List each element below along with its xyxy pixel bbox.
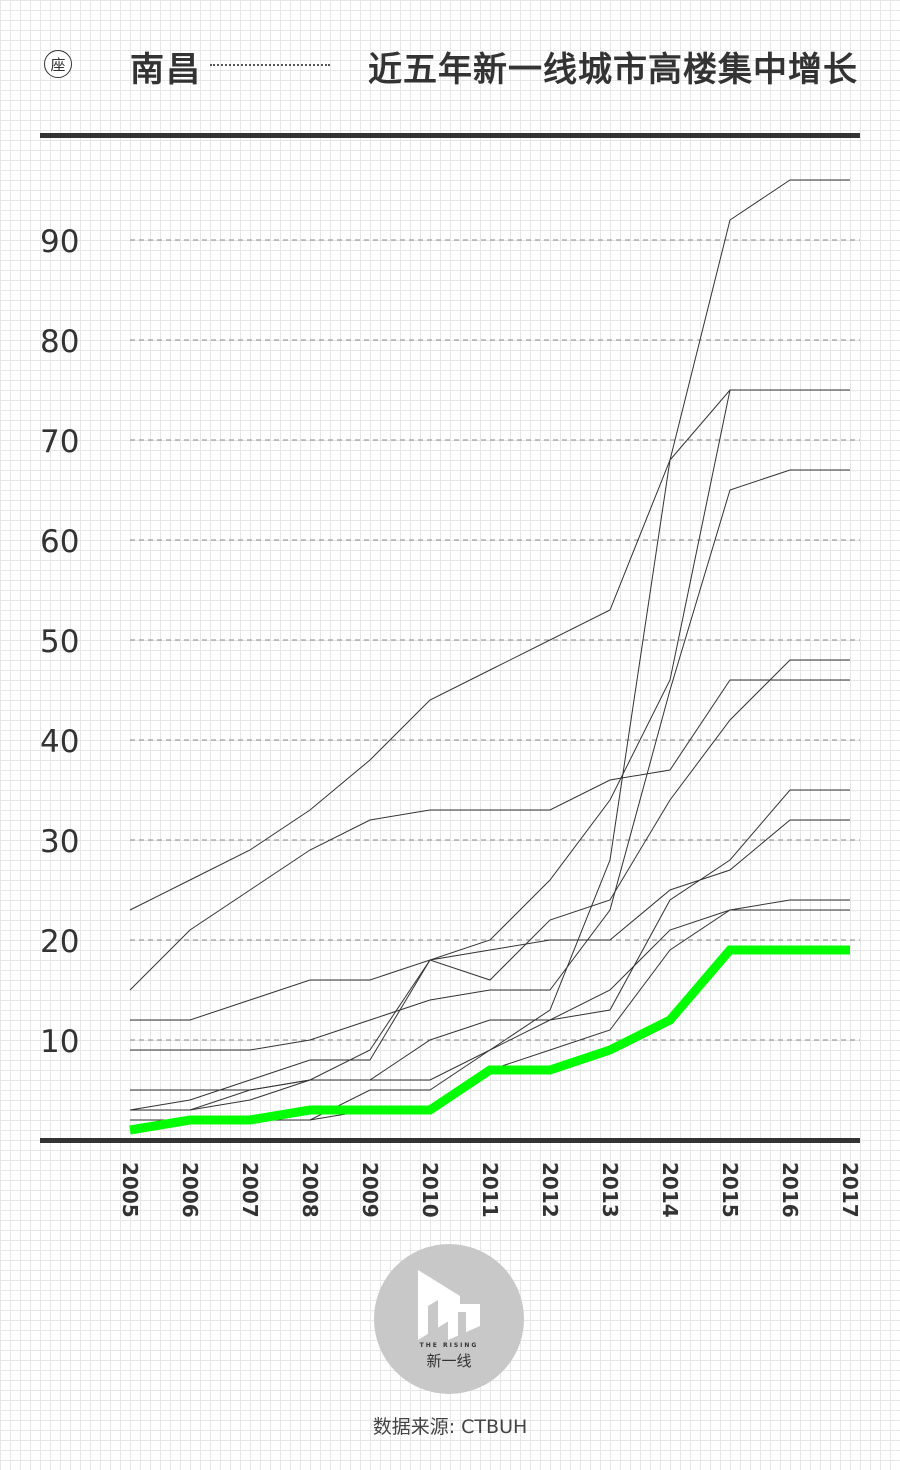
x-tick-label: 2008 [298, 1162, 322, 1218]
series-line [130, 909, 850, 1121]
city-name: 南昌 [130, 50, 202, 90]
x-tick-label: 2010 [418, 1162, 442, 1218]
x-tick-label: 2014 [658, 1162, 682, 1218]
y-tick-label: 60 [40, 524, 79, 560]
x-tick-label: 2013 [598, 1162, 622, 1218]
header: 座 南昌 近五年新一线城市高楼集中增长 [0, 0, 900, 140]
series-line [130, 389, 850, 1111]
series-line [129, 179, 850, 911]
series-line [130, 659, 850, 1021]
x-axis-baseline [40, 1138, 860, 1143]
gridlines [130, 239, 860, 1041]
dotted-leader-line [210, 64, 330, 66]
brand-logo: THE RISING 新一线 [374, 1244, 524, 1394]
unit-badge: 座 [44, 50, 72, 78]
x-tick-label: 2016 [778, 1162, 802, 1218]
y-axis-tick-labels: 10 20 30 40 50 60 70 80 90 [40, 224, 79, 1060]
series-line [129, 819, 850, 1111]
series-line [130, 389, 850, 1121]
data-source: 数据来源: CTBUH [372, 1416, 528, 1438]
x-axis-tick-labels: 2005 2006 2007 2008 2009 2010 2011 2012 2013 2014… [118, 1162, 862, 1218]
y-tick-label: 80 [40, 324, 79, 360]
x-tick-label: 2015 [718, 1162, 742, 1218]
y-tick-label: 70 [40, 424, 79, 460]
logo-small-text: THE RISING [419, 1342, 479, 1349]
series-line [130, 899, 850, 1111]
x-tick-label: 2007 [238, 1162, 262, 1218]
series-line [129, 679, 850, 991]
series-line [130, 469, 850, 1051]
series-line-highlight [129, 945, 850, 1135]
highlight-series [129, 945, 850, 1135]
top-rule [40, 133, 860, 138]
x-tick-label: 2006 [178, 1162, 202, 1218]
y-tick-label: 90 [40, 224, 79, 260]
play-logo-icon [418, 1270, 480, 1340]
y-tick-label: 30 [40, 824, 79, 860]
y-tick-label: 20 [40, 924, 79, 960]
x-tick-label: 2017 [838, 1162, 862, 1218]
y-tick-label: 10 [40, 1024, 79, 1060]
x-tick-label: 2011 [478, 1162, 502, 1218]
y-tick-label: 40 [40, 724, 79, 760]
y-tick-label: 50 [40, 624, 79, 660]
x-tick-label: 2005 [118, 1162, 142, 1218]
series-line [130, 789, 850, 1091]
x-tick-label: 2009 [358, 1162, 382, 1218]
chart-title: 近五年新一线城市高楼集中增长 [368, 50, 858, 90]
series-lines [129, 179, 850, 1121]
x-tick-label: 2012 [538, 1162, 562, 1218]
logo-text: 新一线 [426, 1352, 472, 1370]
